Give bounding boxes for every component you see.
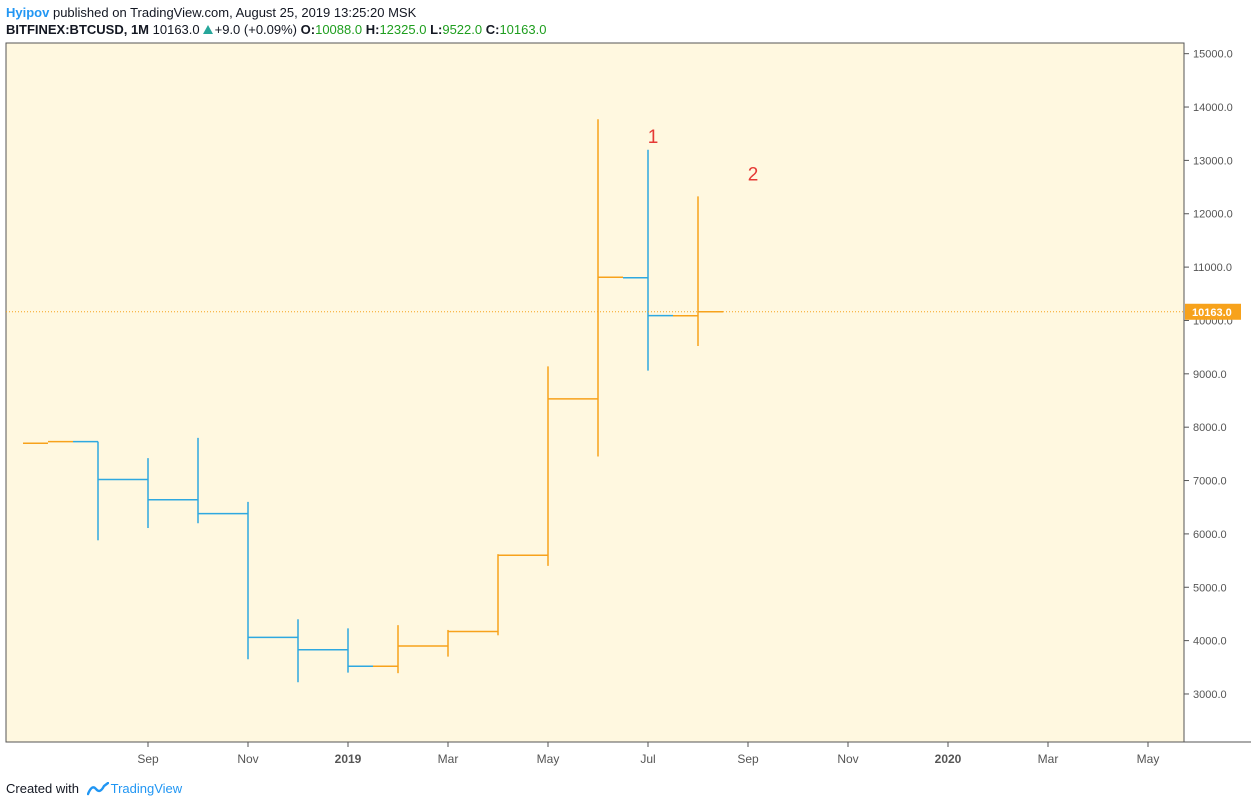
x-tick-label: Sep	[737, 752, 759, 766]
ohlc-bar	[373, 625, 423, 674]
price-label-text: 10163.0	[1192, 307, 1232, 319]
ohlc-bar	[423, 629, 473, 657]
up-triangle-icon	[202, 25, 213, 34]
y-tick-label: 9000.0	[1193, 369, 1227, 381]
tradingview-link[interactable]: TradingView	[110, 781, 183, 796]
high-label: H:	[365, 22, 380, 37]
ohlc-bar	[523, 366, 573, 566]
y-tick-label: 13000.0	[1193, 155, 1233, 167]
ohlc-bar	[73, 440, 123, 541]
y-tick-label: 7000.0	[1193, 476, 1227, 488]
y-tick-label: 11000.0	[1193, 262, 1232, 274]
ohlc-bar	[273, 619, 323, 683]
ohlc-bar	[473, 554, 523, 636]
y-tick-label: 15000.0	[1193, 49, 1233, 61]
current-price-line: 10163.0	[6, 303, 1241, 320]
tradingview-logo-icon	[86, 782, 109, 796]
time-axis[interactable]: Sep Nov 2019 Mar May Jul Sep Nov 2020 Mar May	[137, 742, 1159, 766]
price-axis[interactable]: 3000.0 4000.0 5000.0 6000.0 7000.0 8000.0 9000…	[6, 49, 1251, 743]
chart-header: Hyipov published on TradingView.com, Aug…	[6, 4, 1246, 39]
publish-line: Hyipov published on TradingView.com, Aug…	[6, 4, 1246, 21]
open-value: 10088.0	[315, 22, 363, 37]
x-tick-label: 2019	[335, 752, 362, 766]
high-value: 12325.0	[379, 22, 427, 37]
x-tick-label: Sep	[137, 752, 159, 766]
price-label-box	[1185, 303, 1241, 320]
x-tick-label: May	[537, 752, 560, 766]
published-text: published on TradingView.com, August 25,…	[52, 5, 417, 20]
y-tick-label: 3000.0	[1193, 689, 1227, 701]
x-tick-label: Mar	[438, 752, 459, 766]
ohlc-bars	[23, 119, 723, 683]
last-price: 10163.0	[152, 22, 200, 37]
low-label: L:	[430, 22, 443, 37]
ohlc-bar	[123, 458, 173, 529]
ohlc-legend: BITFINEX:BTCUSD, 1M 10163.0 +9.0 (+0.09%)…	[6, 21, 1246, 39]
close-label: C:	[485, 22, 500, 37]
ohlc-bar	[573, 119, 623, 457]
plot-area[interactable]	[5, 42, 1185, 743]
ohlc-bar	[23, 440, 73, 444]
y-tick-label: 12000.0	[1193, 209, 1233, 221]
ohlc-bar	[323, 628, 373, 673]
ohlc-bar	[173, 437, 223, 524]
y-tick-label: 6000.0	[1193, 529, 1227, 541]
price-change: +9.0 (+0.09%)	[214, 22, 298, 37]
y-tick-label: 14000.0	[1193, 102, 1233, 114]
x-tick-label: Jul	[640, 752, 655, 766]
x-tick-label: May	[1137, 752, 1160, 766]
author-link[interactable]: Hyipov	[6, 5, 50, 20]
y-tick-label: 5000.0	[1193, 582, 1227, 594]
created-with-text: Created with	[6, 781, 79, 796]
close-value: 10163.0	[499, 22, 547, 37]
low-value: 9522.0	[442, 22, 483, 37]
annotation-label: 2	[748, 165, 759, 186]
x-tick-label: Nov	[237, 752, 258, 766]
y-tick-label: 8000.0	[1193, 422, 1227, 434]
open-label: O:	[300, 22, 316, 37]
x-tick-label: Mar	[1038, 752, 1059, 766]
ohlc-bar	[223, 501, 273, 660]
x-tick-label: 2020	[935, 752, 962, 766]
footer: Created with TradingView	[6, 781, 182, 796]
annotations: 12	[648, 127, 759, 186]
annotation-label: 1	[648, 127, 659, 148]
x-tick-label: Nov	[837, 752, 858, 766]
ohlc-bar	[623, 149, 673, 371]
y-tick-label: 4000.0	[1193, 636, 1227, 648]
symbol-label[interactable]: BITFINEX:BTCUSD, 1M	[6, 22, 149, 37]
